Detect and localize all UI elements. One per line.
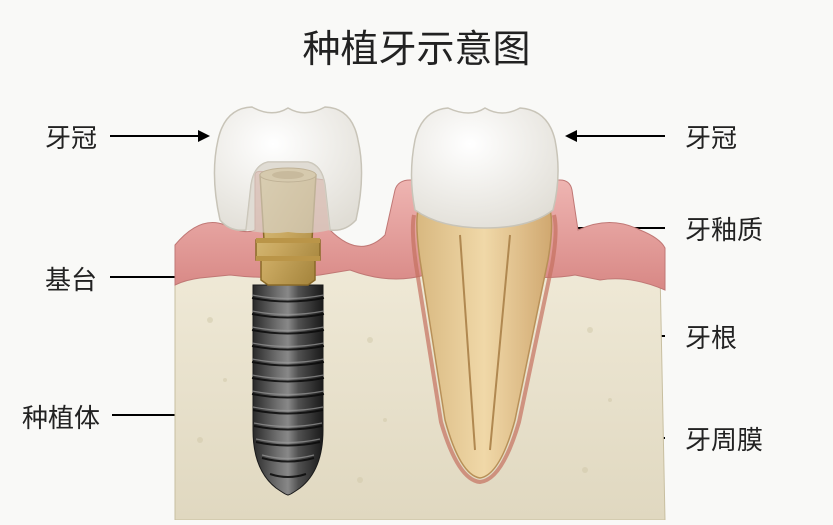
- implant-crown-cavity: [246, 162, 330, 233]
- label-abutment: 基台: [45, 260, 97, 297]
- implant-screw: [252, 285, 324, 495]
- label-implant: 种植体: [22, 398, 100, 435]
- implant-diagram: [170, 80, 670, 520]
- diagram-title: 种植牙示意图: [302, 18, 530, 73]
- natural-tooth-crown: [412, 108, 559, 228]
- label-root: 牙根: [685, 318, 737, 355]
- label-crown-left: 牙冠: [45, 118, 97, 155]
- label-crown-right: 牙冠: [685, 118, 737, 155]
- label-periodontal: 牙周膜: [685, 420, 763, 457]
- label-enamel: 牙釉质: [685, 210, 763, 247]
